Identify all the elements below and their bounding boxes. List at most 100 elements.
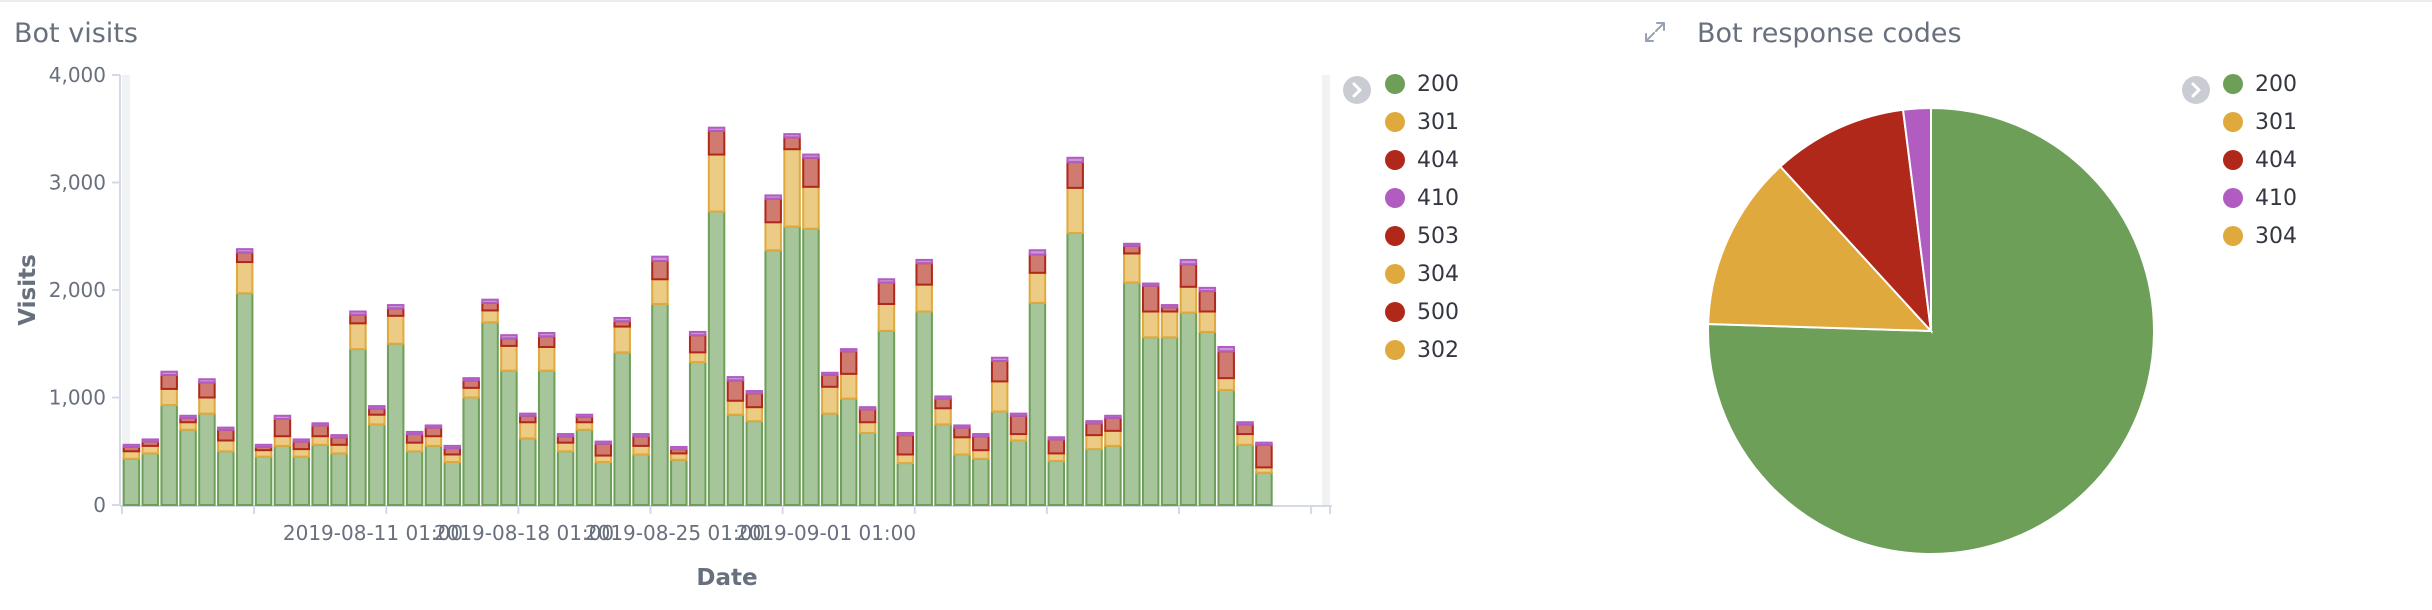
bar-segment-301[interactable]	[405, 441, 424, 453]
bar-segment-301[interactable]	[1198, 310, 1217, 333]
bar-segment-200[interactable]	[122, 457, 141, 506]
bar-segment-200[interactable]	[915, 310, 933, 506]
legend-item-404[interactable]: 404	[1385, 146, 1459, 174]
bar-segment-200[interactable]	[368, 423, 386, 506]
bar-segment-301[interactable]	[1123, 252, 1141, 284]
expand-arrows-icon[interactable]	[1643, 20, 1667, 44]
bar-segment-410[interactable]	[1009, 412, 1028, 417]
bar-segment-410[interactable]	[405, 430, 424, 436]
bar-segment-404[interactable]	[972, 435, 990, 452]
bar-segment-410[interactable]	[1066, 156, 1084, 164]
bar-segment-301[interactable]	[858, 421, 877, 434]
bar-segment-404[interactable]	[424, 426, 443, 438]
legend-item-410[interactable]: 410	[1385, 184, 1459, 212]
bar-segment-404[interactable]	[821, 373, 839, 388]
bar-segment-404[interactable]	[594, 442, 613, 457]
bar-segment-301[interactable]	[839, 372, 858, 400]
bar-segment-404[interactable]	[1104, 416, 1122, 432]
bar-segment-301[interactable]	[1236, 433, 1254, 446]
bar-segment-410[interactable]	[575, 413, 594, 418]
bar-segment-301[interactable]	[1141, 310, 1160, 339]
bar-segment-410[interactable]	[311, 422, 329, 427]
bar-segment-200[interactable]	[745, 420, 764, 506]
bar-segment-200[interactable]	[990, 410, 1009, 507]
bar-segment-404[interactable]	[1047, 438, 1066, 455]
bar-segment-404[interactable]	[745, 392, 764, 409]
bar-segment-404[interactable]	[292, 440, 311, 451]
bar-segment-404[interactable]	[217, 428, 235, 442]
bar-segment-200[interactable]	[443, 461, 462, 506]
bar-segment-200[interactable]	[349, 348, 367, 506]
bar-segment-404[interactable]	[934, 397, 952, 410]
bar-segment-200[interactable]	[424, 444, 443, 506]
pie-slice-200[interactable]	[1707, 106, 2155, 555]
bar-segment-410[interactable]	[292, 438, 311, 443]
bar-segment-410[interactable]	[594, 440, 613, 445]
bar-segment-200[interactable]	[1085, 448, 1103, 507]
bar-segment-410[interactable]	[537, 332, 556, 338]
bar-segment-404[interactable]	[500, 337, 518, 347]
bar-segment-200[interactable]	[198, 412, 216, 506]
bar-segment-301[interactable]	[783, 148, 801, 228]
bar-segment-404[interactable]	[349, 313, 367, 325]
bar-segment-404[interactable]	[1123, 244, 1141, 255]
bar-segment-410[interactable]	[424, 424, 443, 429]
bar-segment-410[interactable]	[651, 255, 669, 262]
bar-segment-410[interactable]	[198, 378, 216, 384]
bar-segment-200[interactable]	[651, 302, 669, 506]
legend-item-304[interactable]: 304	[2223, 222, 2297, 250]
bar-segment-404[interactable]	[915, 262, 933, 286]
bar-segment-404[interactable]	[273, 418, 292, 438]
bar-segment-404[interactable]	[688, 334, 707, 354]
bar-segment-410[interactable]	[953, 424, 971, 429]
bar-segment-200[interactable]	[1198, 330, 1217, 506]
bar-segment-301[interactable]	[462, 386, 480, 399]
bar-segment-200[interactable]	[311, 443, 329, 506]
bar-segment-200[interactable]	[1179, 311, 1198, 507]
bar-segment-200[interactable]	[1217, 388, 1235, 507]
legend-item-404[interactable]: 404	[2223, 146, 2297, 174]
bar-segment-200[interactable]	[613, 351, 631, 506]
legend-item-301[interactable]: 301	[2223, 108, 2297, 136]
bar-segment-410[interactable]	[1085, 420, 1103, 425]
bar-segment-200[interactable]	[575, 428, 594, 506]
bar-segment-410[interactable]	[783, 133, 801, 139]
bar-segment-301[interactable]	[1085, 434, 1103, 451]
bar-segment-200[interactable]	[877, 329, 896, 506]
bar-segment-200[interactable]	[1009, 439, 1028, 506]
bar-segment-404[interactable]	[858, 408, 877, 424]
bar-segment-301[interactable]	[688, 351, 707, 364]
bar-segment-410[interactable]	[1198, 286, 1217, 293]
bar-segment-200[interactable]	[500, 369, 518, 506]
bar-segment-404[interactable]	[707, 129, 726, 156]
legend-toggle-chevron-right-icon[interactable]	[2182, 76, 2210, 104]
bar-segment-410[interactable]	[877, 278, 896, 284]
bar-segment-404[interactable]	[1009, 414, 1028, 436]
bar-segment-301[interactable]	[915, 283, 933, 313]
bar-segment-200[interactable]	[537, 369, 556, 506]
bar-segment-404[interactable]	[235, 251, 254, 264]
bar-segment-200[interactable]	[896, 462, 915, 507]
bar-segment-404[interactable]	[764, 197, 782, 224]
legend-item-500[interactable]: 500	[1385, 298, 1459, 326]
bar-segment-200[interactable]	[556, 450, 575, 506]
bar-segment-301[interactable]	[235, 261, 254, 295]
bar-segment-200[interactable]	[1066, 232, 1084, 506]
bar-segment-200[interactable]	[707, 210, 726, 506]
bar-segment-200[interactable]	[273, 444, 292, 506]
bar-segment-301[interactable]	[632, 444, 650, 456]
bar-segment-410[interactable]	[707, 126, 726, 132]
bar-segment-410[interactable]	[500, 334, 518, 340]
bar-segment-410[interactable]	[481, 298, 499, 304]
bar-segment-200[interactable]	[462, 396, 480, 506]
bar-segment-410[interactable]	[990, 356, 1009, 362]
bar-segment-200[interactable]	[783, 225, 801, 506]
pie-slice-410[interactable]	[1901, 106, 1932, 332]
bar-segment-404[interactable]	[198, 381, 216, 399]
bar-segment-410[interactable]	[972, 433, 990, 438]
bar-segment-301[interactable]	[707, 153, 726, 213]
bar-segment-404[interactable]	[1198, 290, 1217, 313]
bar-segment-200[interactable]	[1236, 443, 1254, 506]
bar-segment-200[interactable]	[386, 342, 405, 506]
bar-segment-301[interactable]	[651, 278, 669, 305]
